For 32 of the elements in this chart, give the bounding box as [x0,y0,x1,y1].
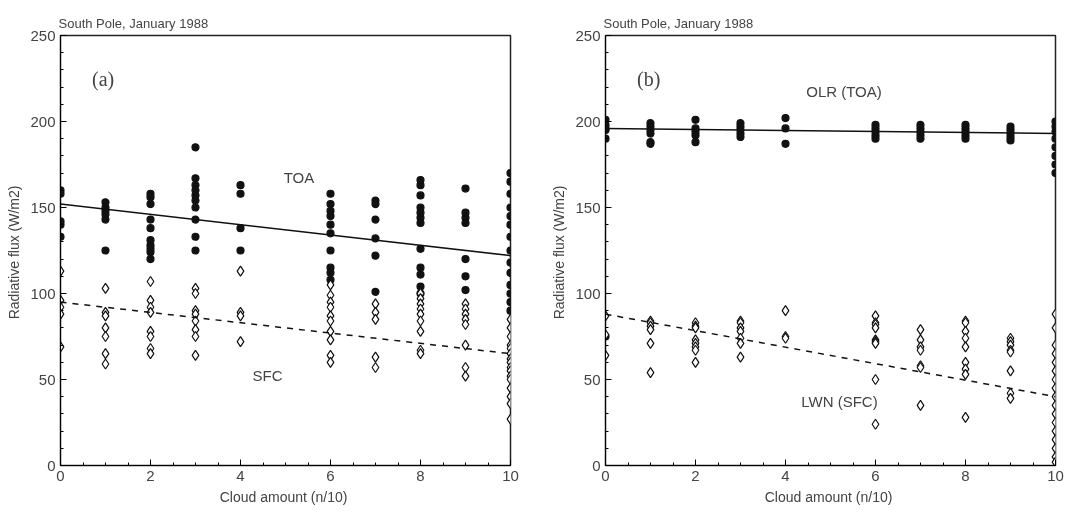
x-tick-label: 6 [871,466,880,484]
annotation: LWN (SFC) [801,392,878,410]
y-tick-label: 250 [575,26,601,44]
chart-title: South Pole, January 1988 [58,15,209,31]
y-axis-title: Radiative flux (W/m2) [6,185,23,320]
y-tick-label: 50 [38,370,56,388]
y-tick-label: 100 [30,284,56,302]
x-tick-label: 2 [691,466,700,484]
y-tick-label: 50 [583,370,601,388]
y-tick-label: 250 [30,26,56,44]
x-tick-label: 10 [502,466,519,484]
x-axis-title: Cloud amount (n/10) [219,488,348,505]
x-tick-label: 4 [781,466,790,484]
x-axis-title: Cloud amount (n/10) [764,488,893,505]
x-tick-label: 6 [326,466,335,484]
y-axis-title: Radiative flux (W/m2) [551,185,568,320]
x-tick-label: 8 [961,466,970,484]
y-tick-label: 200 [575,112,601,130]
y-tick-label: 150 [575,198,601,216]
annotation: OLR (TOA) [806,82,882,100]
annotation: SFC [252,366,283,384]
chart-title: South Pole, January 1988 [603,15,754,31]
annotation: (a) [92,67,115,91]
y-tick-label: 200 [30,112,56,130]
x-tick-label: 8 [416,466,425,484]
y-tick-label: 100 [575,284,601,302]
y-tick-label: 150 [30,198,56,216]
x-tick-label: 4 [236,466,245,484]
annotation: TOA [283,168,315,186]
annotation: (b) [637,67,661,91]
x-tick-label: 2 [146,466,155,484]
x-tick-label: 10 [1047,466,1064,484]
